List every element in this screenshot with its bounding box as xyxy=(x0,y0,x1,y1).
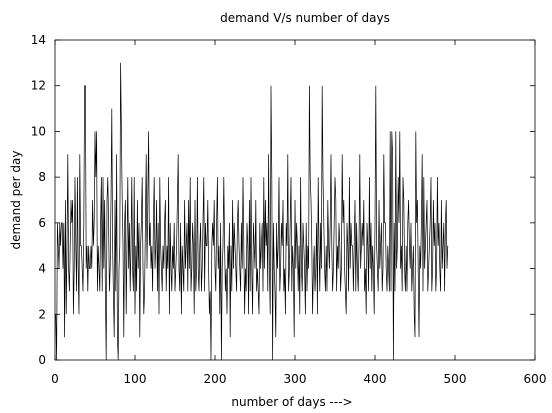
demand-series-line xyxy=(55,62,449,361)
y-tick-label: 8 xyxy=(38,170,46,184)
x-tick-label: 0 xyxy=(51,372,59,386)
y-tick-label: 2 xyxy=(38,307,46,321)
chart-title: demand V/s number of days xyxy=(220,11,390,25)
x-tick-label: 400 xyxy=(364,372,387,386)
x-axis: 0 100 200 300 400 500 600 xyxy=(51,40,546,386)
y-axis-label: demand per day xyxy=(9,151,23,250)
y-tick-label: 12 xyxy=(31,79,46,93)
y-tick-label: 14 xyxy=(31,33,46,47)
x-tick-label: 100 xyxy=(124,372,147,386)
x-tick-label: 500 xyxy=(444,372,467,386)
x-axis-label: number of days ---> xyxy=(231,395,352,409)
x-tick-label: 300 xyxy=(284,372,307,386)
y-tick-label: 0 xyxy=(38,353,46,367)
y-tick-label: 4 xyxy=(38,262,46,276)
x-tick-label: 600 xyxy=(524,372,547,386)
y-tick-label: 10 xyxy=(31,124,46,138)
x-tick-label: 200 xyxy=(204,372,227,386)
y-axis: 0 2 4 6 8 10 12 14 xyxy=(31,33,535,367)
y-tick-label: 6 xyxy=(38,216,46,230)
